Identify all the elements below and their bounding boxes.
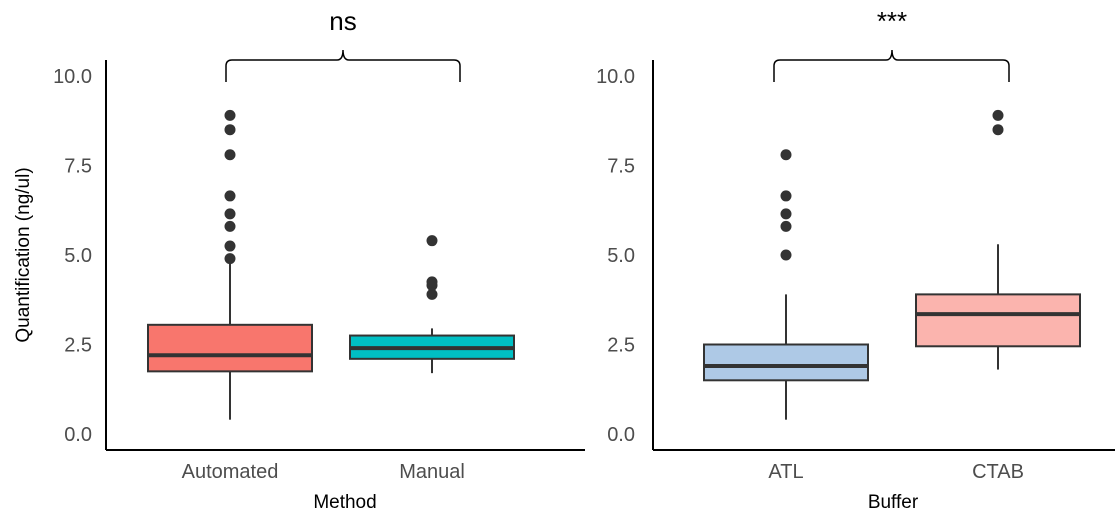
y-tick-label: 2.5 <box>64 335 92 357</box>
outlier-point <box>224 253 236 265</box>
x-axis-title: Buffer <box>868 492 919 513</box>
outlier-point <box>426 288 438 300</box>
outlier-point <box>224 208 236 220</box>
y-tick-label: 7.5 <box>64 156 92 178</box>
x-axis-title: Method <box>313 492 376 513</box>
outlier-point <box>992 109 1004 121</box>
y-tick-label: 0.0 <box>607 424 635 446</box>
box-automated <box>147 323 313 373</box>
x-tick-label: CTAB <box>972 461 1024 483</box>
outlier-point <box>780 249 792 261</box>
significance-bracket <box>225 49 461 82</box>
outlier-point <box>780 190 792 202</box>
x-tick-label: Manual <box>399 461 465 483</box>
box-atl <box>703 343 869 382</box>
outlier-point <box>426 276 438 288</box>
outlier-point <box>426 235 438 247</box>
outlier-point <box>224 109 236 121</box>
x-tick-label: Automated <box>182 461 279 483</box>
y-tick-label: 7.5 <box>607 156 635 178</box>
significance-label: ns <box>329 6 356 36</box>
outlier-point <box>224 240 236 252</box>
y-tick-label: 10.0 <box>596 66 635 88</box>
outlier-point <box>224 124 236 136</box>
y-tick-label: 5.0 <box>607 245 635 267</box>
significance-bracket <box>773 49 1010 82</box>
significance-label: *** <box>877 6 907 36</box>
y-tick-label: 0.0 <box>64 424 92 446</box>
outlier-point <box>780 208 792 220</box>
outlier-point <box>780 220 792 232</box>
y-tick-label: 5.0 <box>64 245 92 267</box>
outlier-point <box>780 149 792 161</box>
box-ctab <box>915 293 1081 348</box>
y-tick-label: 10.0 <box>53 66 92 88</box>
x-tick-label: ATL <box>768 461 803 483</box>
outlier-point <box>992 124 1004 136</box>
y-axis-title: Quantification (ng/ul) <box>13 167 34 342</box>
y-tick-label: 2.5 <box>607 335 635 357</box>
outlier-point <box>224 149 236 161</box>
outlier-point <box>224 220 236 232</box>
outlier-point <box>224 190 236 202</box>
